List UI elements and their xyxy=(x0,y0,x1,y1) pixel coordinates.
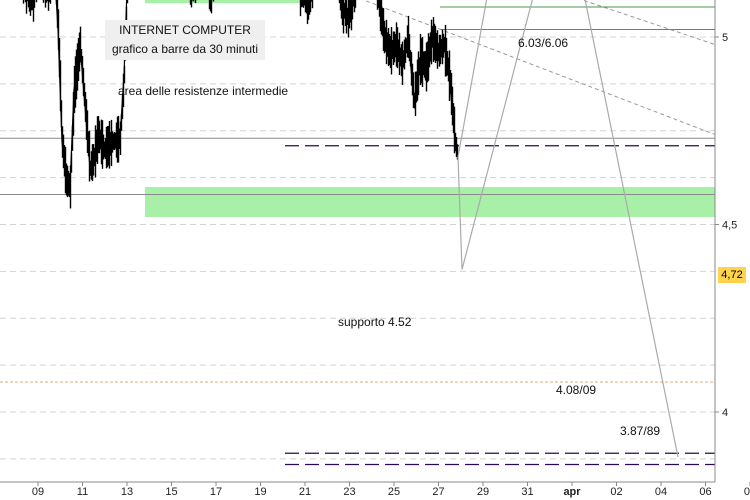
zones xyxy=(145,0,715,217)
x-tick-label: 06 xyxy=(699,486,711,498)
chart-title-box: INTERNET COMPUTER grafico a barre da 30 … xyxy=(105,20,265,60)
forecast-lines xyxy=(457,0,679,458)
x-tick-label: 19 xyxy=(254,486,266,498)
annotation-target-low: 3.87/89 xyxy=(620,424,661,438)
x-tick-label: 02 xyxy=(610,486,622,498)
chart-subtitle: grafico a barre da 30 minuti xyxy=(111,42,259,56)
x-tick-label: 13 xyxy=(121,486,133,498)
y-tick-label: 5 xyxy=(722,32,728,44)
x-tick-label: 08 xyxy=(744,486,750,498)
price-series xyxy=(22,0,459,209)
forecast-main xyxy=(457,0,679,458)
x-tick-label: 27 xyxy=(432,486,444,498)
x-tick-label: 29 xyxy=(477,486,489,498)
x-tick-label: 17 xyxy=(210,486,222,498)
chart-title: INTERNET COMPUTER xyxy=(119,23,251,37)
price-line xyxy=(31,0,459,190)
chart-grid xyxy=(0,36,715,460)
x-tick-label: 15 xyxy=(165,486,177,498)
x-tick-label: 11 xyxy=(77,486,88,498)
x-tick-label: 09 xyxy=(32,486,44,498)
y-tick-label: 4 xyxy=(722,407,728,419)
x-tick-label: 04 xyxy=(655,486,667,498)
x-tick-label: 25 xyxy=(388,486,400,498)
zone-0 xyxy=(145,0,300,4)
forecast-branch xyxy=(457,0,488,158)
zone-1 xyxy=(145,187,715,217)
y-tick-label: 4,5 xyxy=(722,220,737,232)
levels xyxy=(0,6,715,466)
annotation-support: supporto 4.52 xyxy=(338,315,412,329)
x-tick-label: 31 xyxy=(521,486,533,498)
annotation-target-mid: 4.08/09 xyxy=(556,383,597,397)
last-price-tag: 4,72 xyxy=(718,267,746,283)
trendline-upper xyxy=(362,0,716,135)
x-tick-label: 23 xyxy=(343,486,355,498)
annotation-resistance-area: area delle resistenze intermedie xyxy=(118,84,289,98)
annotation-target-high: 6.03/6.06 xyxy=(518,36,569,50)
x-tick-label: apr xyxy=(563,486,581,498)
x-tick-label: 21 xyxy=(299,486,311,498)
